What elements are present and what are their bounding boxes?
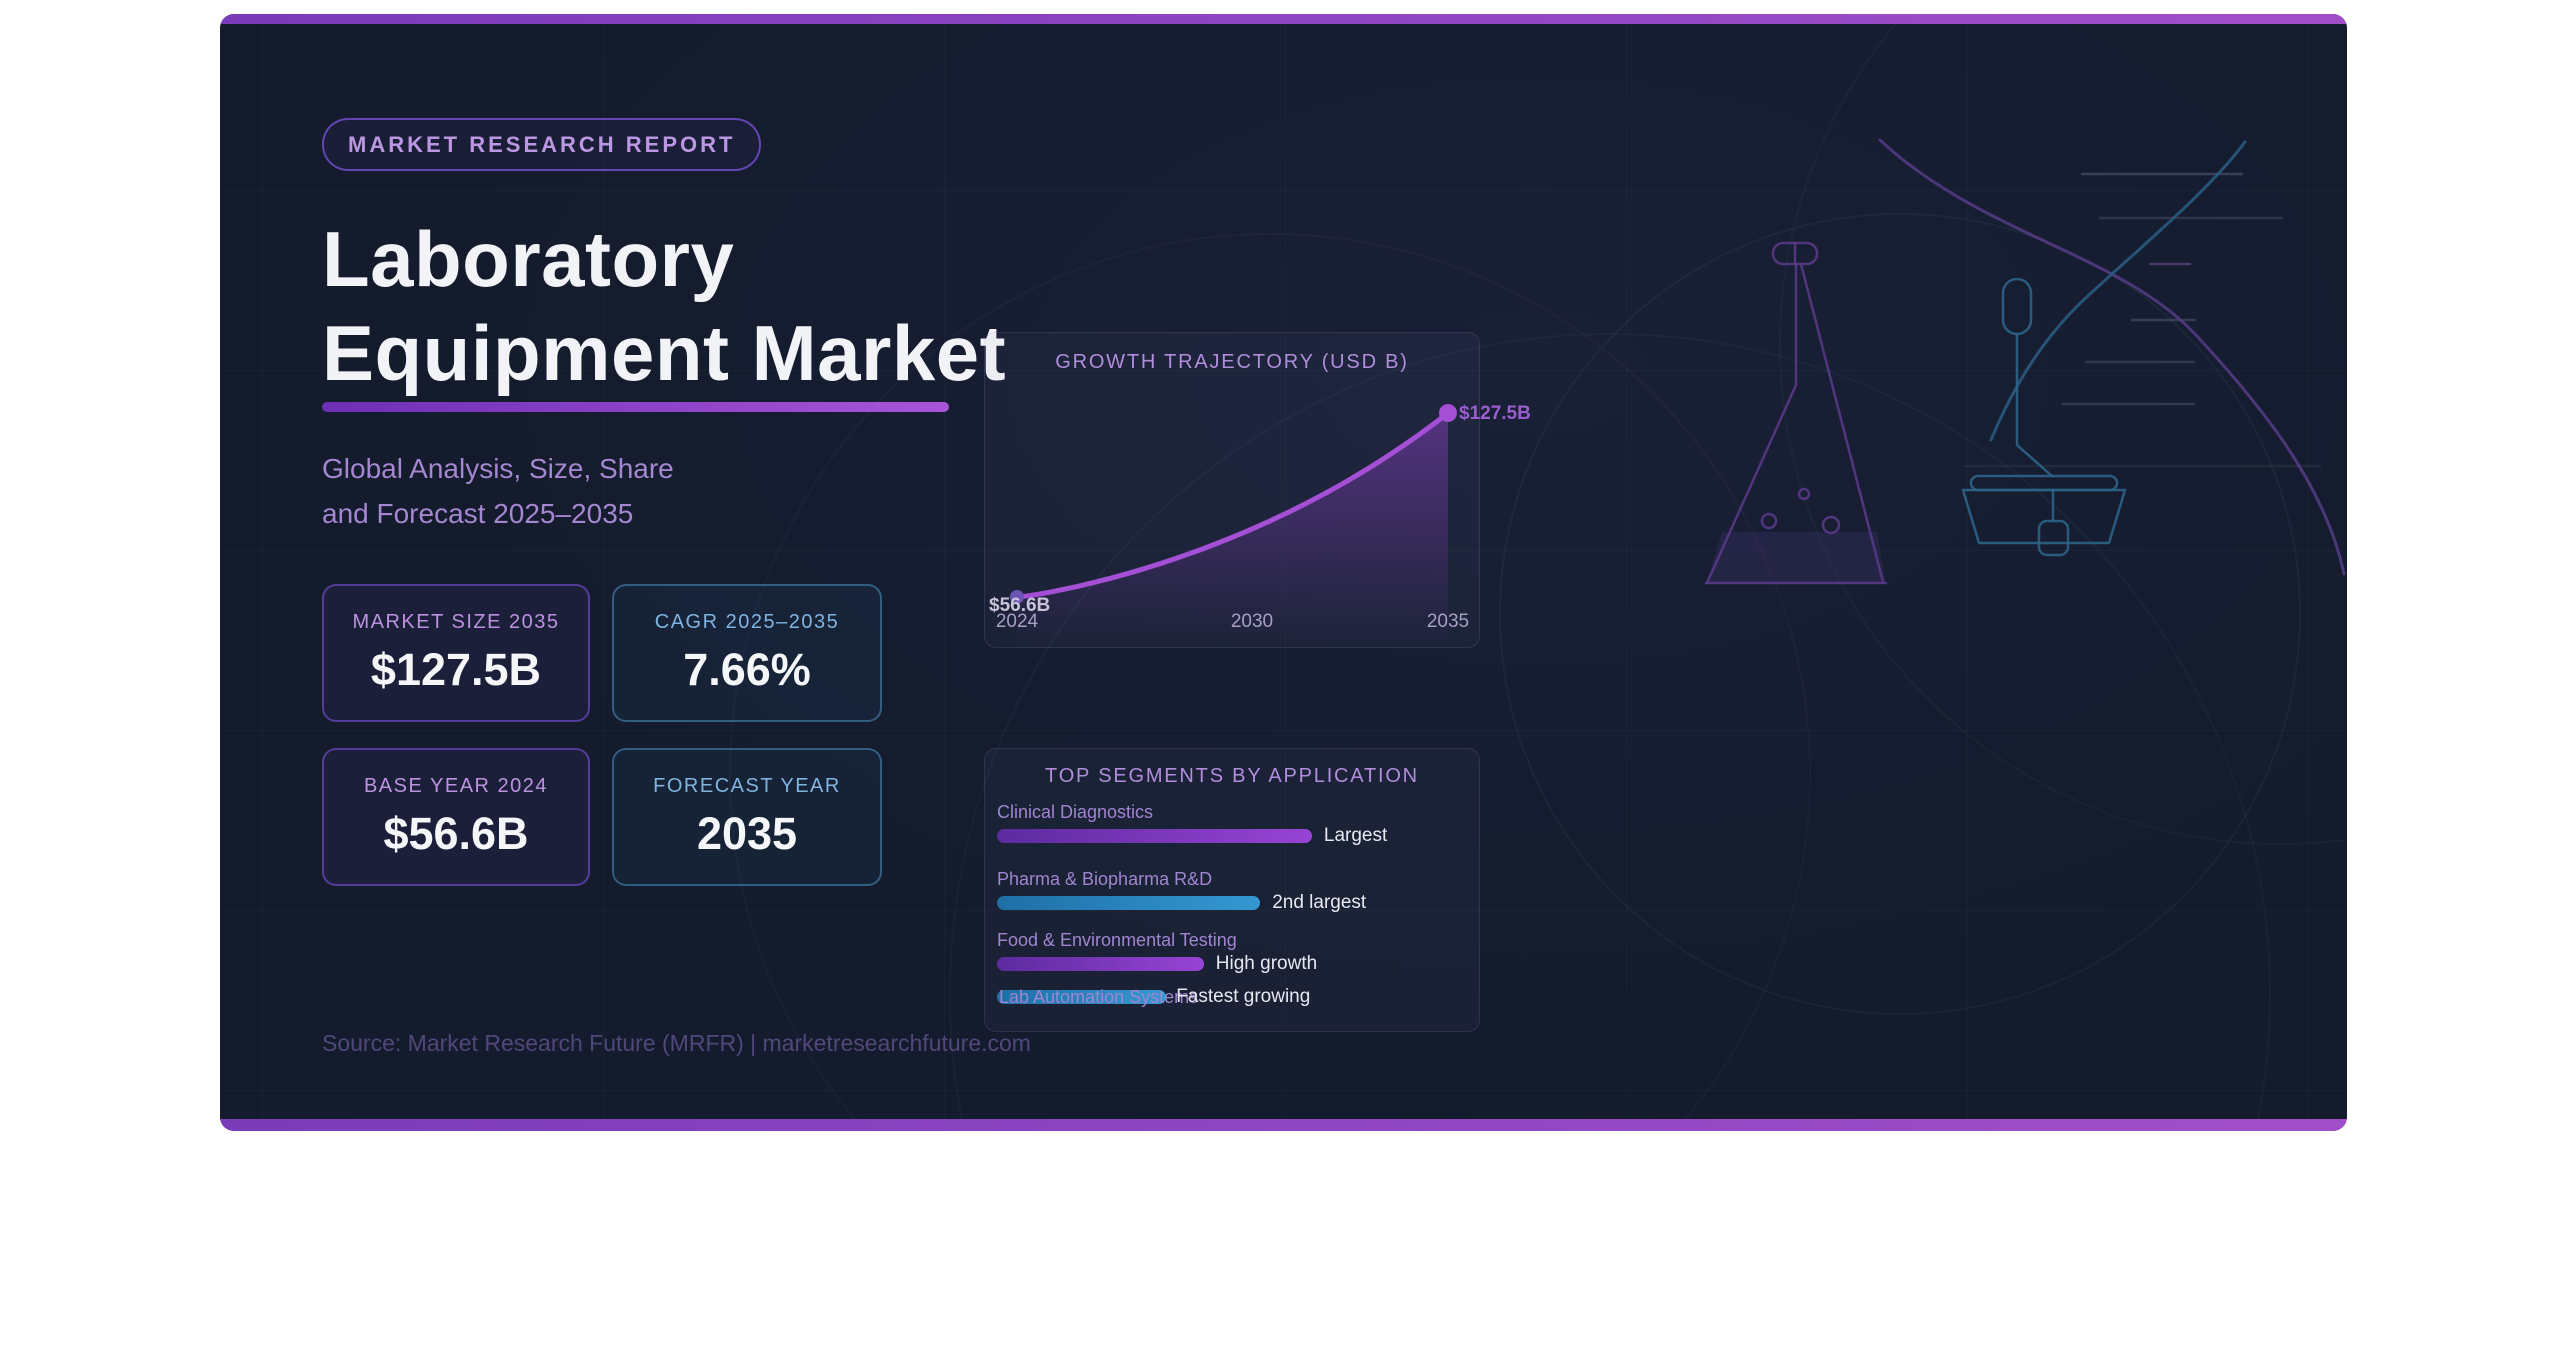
card-bottom-accent-bar — [220, 1119, 2347, 1131]
page-subtitle: Global Analysis, Size, Share and Forecas… — [322, 446, 674, 536]
card-top-accent-bar — [220, 14, 2347, 24]
stat-value: $56.6B — [383, 807, 529, 859]
segment-bar — [997, 829, 1312, 843]
x-tick-2030: 2030 — [1230, 611, 1274, 632]
stat-value: 7.66% — [683, 643, 811, 695]
page-title: Laboratory Equipment Market — [322, 212, 1006, 400]
start-point-label: $56.6B — [989, 595, 1051, 616]
stat-label: BASE YEAR 2024 — [363, 774, 549, 797]
segment-rows: Clinical Diagnostics Largest Pharma & Bi… — [997, 802, 1467, 1007]
segment-label: Clinical Diagnostics — [997, 802, 1154, 822]
title-underline — [322, 402, 949, 412]
segment-label: Lab Automation Systems — [999, 987, 1199, 1007]
segments-title: TOP SEGMENTS BY APPLICATION — [1045, 765, 1419, 787]
segment-bar — [997, 990, 1167, 1004]
start-point-dot — [1010, 590, 1024, 604]
segment-label: Food & Environmental Testing — [997, 930, 1237, 950]
report-type-badge: MARKET RESEARCH REPORT — [322, 118, 762, 171]
stat-card-grid: MARKET SIZE 2035 $127.5B CAGR 2025–2035 … — [322, 584, 882, 886]
subtitle-line-1: Global Analysis, Size, Share — [322, 453, 674, 484]
stat-label: CAGR 2025–2035 — [654, 610, 840, 633]
growth-line — [1014, 410, 1451, 600]
report-card: MARKET RESEARCH REPORT Laboratory Equipm… — [220, 14, 2347, 1131]
badge-label: MARKET RESEARCH REPORT — [348, 131, 736, 157]
growth-chart-title: GROWTH TRAJECTORY (USD B) — [1055, 351, 1409, 373]
title-line-2: Equipment Market — [322, 309, 1007, 397]
stat-label: FORECAST YEAR — [653, 774, 841, 797]
segment-annotation: Fastest growing — [1176, 986, 1311, 1007]
segment-bar — [997, 896, 1261, 910]
segment-row-lab-automation: Lab Automation Systems Fastest growing — [997, 986, 1467, 1007]
segment-bar — [997, 957, 1204, 971]
growth-line-chart — [1010, 404, 1457, 645]
growth-area-fill — [1017, 413, 1448, 645]
stat-card-market-size: MARKET SIZE 2035 $127.5B — [322, 584, 590, 722]
stat-card-forecast-year: FORECAST YEAR 2035 — [612, 748, 882, 886]
growth-trajectory-panel: GROWTH TRAJECTORY (USD B) $56.6B $127.5B… — [984, 332, 1531, 648]
end-point-dot — [1439, 404, 1457, 422]
source-attribution: Source: Market Research Future (MRFR) | … — [322, 1030, 1031, 1056]
segment-annotation: High growth — [1215, 953, 1318, 974]
x-tick-2024: 2024 — [995, 611, 1039, 632]
segment-annotation: Largest — [1323, 825, 1388, 846]
segment-row-pharma-biopharma: Pharma & Biopharma R&D 2nd largest — [997, 869, 1467, 913]
stat-value: $127.5B — [370, 643, 542, 695]
stat-card-cagr: CAGR 2025–2035 7.66% — [612, 584, 882, 722]
title-line-1: Laboratory — [322, 215, 735, 303]
stat-card-base-year: BASE YEAR 2024 $56.6B — [322, 748, 590, 886]
segment-label: Pharma & Biopharma R&D — [997, 869, 1213, 889]
stat-value: 2035 — [696, 807, 798, 859]
end-point-label: $127.5B — [1459, 403, 1531, 424]
stat-label: MARKET SIZE 2035 — [352, 610, 560, 633]
top-segments-panel: TOP SEGMENTS BY APPLICATION Clinical Dia… — [984, 748, 1480, 1032]
subtitle-line-2: and Forecast 2025–2035 — [322, 498, 634, 529]
segment-annotation: 2nd largest — [1272, 892, 1367, 913]
x-tick-2035: 2035 — [1426, 611, 1470, 632]
segment-row-food-environmental: Food & Environmental Testing High growth — [997, 930, 1467, 974]
segment-row-clinical-diagnostics: Clinical Diagnostics Largest — [997, 802, 1467, 846]
